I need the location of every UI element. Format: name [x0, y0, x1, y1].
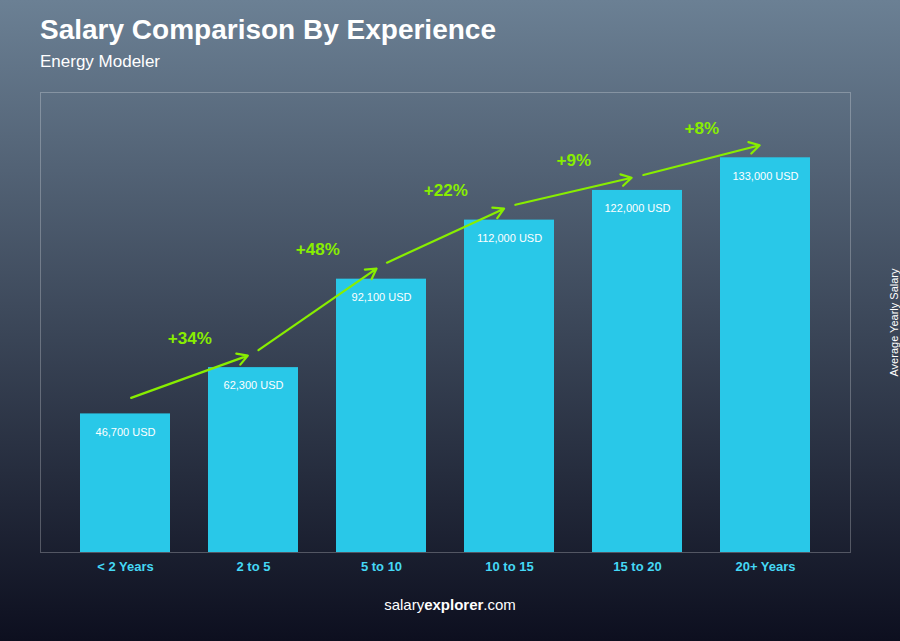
svg-text:+48%: +48% — [296, 240, 340, 259]
svg-text:+34%: +34% — [168, 329, 212, 348]
svg-text:10 to 15: 10 to 15 — [485, 559, 533, 574]
html-text:Salary Comparison By Experienc: Salary Comparison By Experience — [40, 14, 496, 45]
svg-text:62,300 USD: 62,300 USD — [224, 379, 284, 391]
svg-text:15 to 20: 15 to 20 — [613, 559, 661, 574]
svg-text:133,000 USD: 133,000 USD — [732, 170, 798, 182]
html-text:salary explorer.com: salary explorer.com — [384, 596, 516, 613]
svg-text:+22%: +22% — [424, 181, 468, 200]
svg-text:Average Yearly Salary: Average Yearly Salary — [888, 268, 900, 377]
svg-text:+9%: +9% — [557, 151, 592, 170]
svg-text:112,000 USD: 112,000 USD — [477, 232, 542, 244]
svg-text:20+ Years: 20+ Years — [735, 559, 795, 574]
svg-text:92,100 USD: 92,100 USD — [352, 291, 412, 303]
svg-text:122,000 USD: 122,000 USD — [604, 202, 670, 214]
svg-text:46,700 USD: 46,700 USD — [96, 426, 156, 438]
html-text:Energy Modeler: Energy Modeler — [40, 52, 160, 71]
svg-text:< 2 Years: < 2 Years — [97, 559, 154, 574]
svg-text:5 to 10: 5 to 10 — [361, 559, 402, 574]
svg-text:2 to 5: 2 to 5 — [237, 559, 271, 574]
svg-text:+8%: +8% — [685, 119, 720, 138]
